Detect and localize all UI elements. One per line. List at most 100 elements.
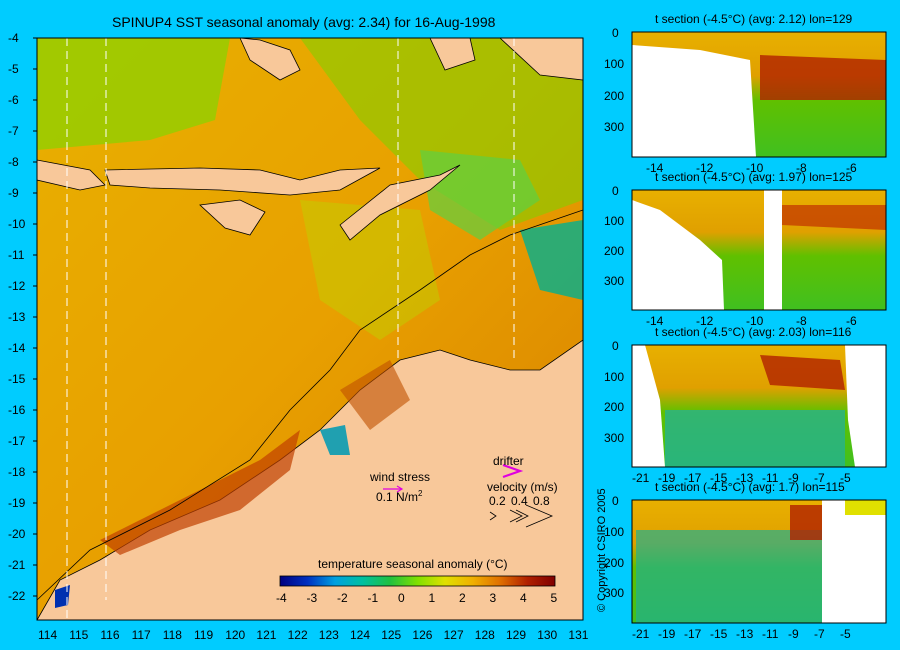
section-x-tick: -8 [796,161,807,175]
colorbar-tick: 0 [398,591,405,605]
section-2-title: t section (-4.5°C) (avg: 1.97) lon=125 [655,170,853,184]
lon-label: 119 [194,628,214,642]
section-x-tick: -17 [684,627,702,641]
lat-label: -13 [8,310,26,324]
section-x-tick: -5 [840,627,851,641]
section-x-tick: -19 [658,471,676,485]
colorbar-tick: -1 [367,591,379,605]
lon-label: 116 [100,628,120,642]
section-y-tick: 200 [604,555,625,570]
lat-label: -9 [8,186,19,200]
lon-label: 114 [38,628,58,642]
drifter-label: drifter [493,454,524,468]
section-panel-3 [631,344,887,468]
lat-label: -18 [8,465,26,479]
section-4-title: t section (-4.5°C) (avg: 1.7) lon=115 [655,480,845,494]
velocity-arrows [489,504,554,528]
lat-label: -10 [8,217,26,231]
lat-label: -11 [8,248,25,262]
velocity-value-2: 0.4 [511,494,528,508]
lon-label: 115 [69,628,89,642]
lon-label: 130 [537,628,558,642]
lon-label: 129 [506,628,527,642]
lon-label: 118 [162,628,182,642]
section-y-tick: 0 [612,494,619,508]
wind-stress-arrow [383,485,404,493]
section-y-tick: 300 [604,119,625,134]
lat-label: -17 [8,434,26,448]
velocity-label: velocity (m/s) [487,480,558,494]
map-ticks [33,37,37,597]
section-y-tick: 0 [612,26,619,40]
velocity-value-3: 0.8 [533,494,550,508]
section-3-title: t section (-4.5°C) (avg: 2.03) lon=116 [655,325,852,339]
lat-label: -20 [8,527,26,541]
colorbar-tick: -3 [306,591,318,605]
section-x-tick: -15 [710,471,728,485]
lat-label: -12 [8,279,26,293]
colorbar-title: temperature seasonal anomaly (°C) [318,557,508,571]
wind-stress-scale: 0.1 N/m2 [376,489,423,504]
section-x-tick: -19 [658,627,676,641]
lon-label: 127 [443,628,464,642]
lon-label: 128 [474,628,495,642]
wind-stress-label: wind stress [370,470,431,484]
section-x-tick: -7 [814,627,825,641]
lat-label: -21 [8,558,26,572]
lon-label: 126 [412,628,433,642]
lon-label: 120 [225,628,246,642]
colorbar-tick: 1 [428,591,436,605]
section-y-tick: 100 [604,369,625,384]
section-x-tick: -14 [646,314,664,328]
lon-label: 125 [381,628,402,642]
section-x-tick: -13 [736,627,754,641]
colorbar-tick: 5 [550,591,558,605]
section-x-tick: -9 [788,471,799,485]
section-y-tick: 200 [604,400,625,414]
section-panel-1 [631,31,887,158]
section-x-tick: -11 [762,627,779,641]
section-x-tick: -6 [846,314,857,328]
lon-label: 123 [318,628,339,642]
section-x-tick: -7 [814,471,825,485]
section-x-tick: -10 [746,161,764,175]
colorbar-tick: 3 [489,591,497,605]
lat-label: -22 [8,589,26,603]
lat-label: -4 [8,31,19,45]
lon-label: 122 [287,628,308,642]
drifter-symbol [502,463,524,479]
lat-label: -19 [8,496,26,510]
lat-label: -7 [8,124,19,138]
colorbar [279,575,556,587]
section-y-tick: 100 [604,524,625,539]
copyright-text: © Copyright CSIRO 2005 [596,488,608,612]
lat-label: -8 [8,155,19,169]
section-x-tick: -15 [710,627,728,641]
lat-label: -5 [8,62,19,76]
section-x-tick: -11 [762,471,779,485]
lon-label: 121 [256,628,277,642]
section-y-tick: 200 [604,244,625,258]
section-x-tick: -17 [684,471,702,485]
lat-label: -15 [8,372,26,386]
section-x-tick: -8 [796,314,807,328]
velocity-value-1: 0.2 [489,494,506,508]
section-x-tick: -5 [840,471,851,485]
section-x-tick: -9 [788,627,799,641]
map-title: SPINUP4 SST seasonal anomaly (avg: 2.34)… [112,14,496,30]
section-x-tick: -12 [696,161,714,175]
section-x-tick: -10 [746,314,764,328]
section-x-tick: -6 [846,161,857,175]
lon-label: 124 [350,628,371,642]
section-panel-2 [631,189,887,311]
section-y-tick: 0 [612,339,619,353]
section-x-tick: -21 [632,627,650,641]
section-y-tick: 300 [604,430,625,445]
map-plot [36,37,584,621]
section-y-tick: 300 [604,586,625,601]
colorbar-tick: -2 [337,591,348,605]
section-x-tick: -14 [646,161,664,175]
section-y-tick: 300 [604,274,625,288]
lat-label: -16 [8,403,26,417]
section-y-tick: 100 [604,57,625,72]
